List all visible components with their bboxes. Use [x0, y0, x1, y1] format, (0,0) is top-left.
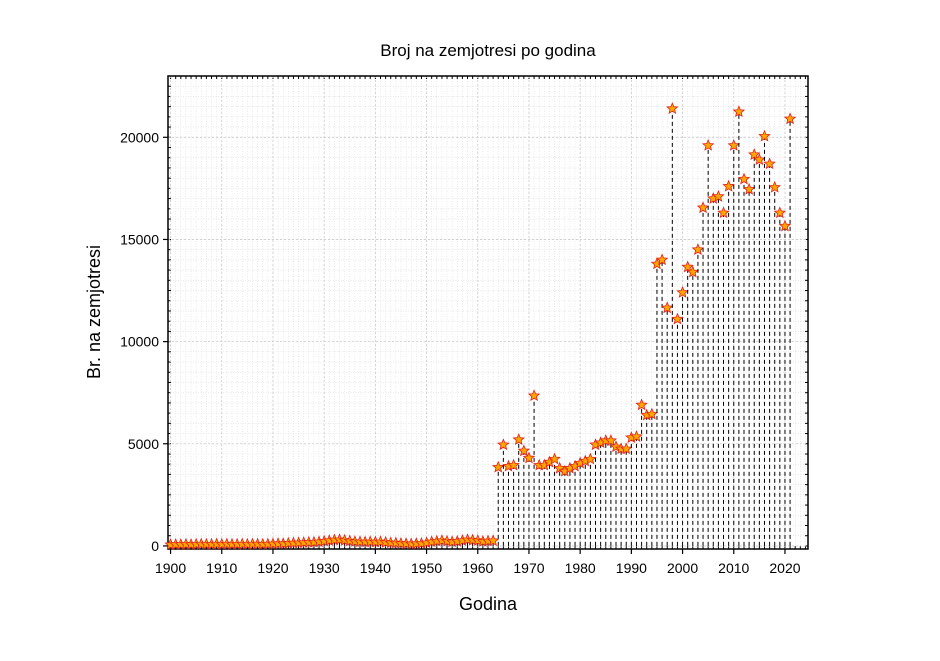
star-marker — [512, 433, 525, 445]
star-marker — [507, 458, 520, 471]
x-tick-label: 1990 — [616, 560, 647, 576]
star-marker — [701, 138, 715, 151]
plot-area — [168, 76, 808, 549]
x-tick-label: 1950 — [411, 560, 442, 576]
x-tick-label: 2020 — [769, 560, 800, 576]
star-marker — [497, 438, 510, 451]
star-marker — [486, 534, 500, 547]
x-tick-label: 1980 — [565, 560, 596, 576]
star-marker — [604, 434, 618, 447]
star-marker — [635, 398, 648, 411]
star-marker — [742, 182, 756, 195]
star-marker — [768, 180, 781, 193]
x-axis-label: Godina — [459, 594, 518, 614]
star-marker — [691, 243, 705, 255]
x-tick-label: 1960 — [462, 560, 493, 576]
star-marker — [492, 460, 505, 473]
star-marker — [522, 451, 536, 464]
star-marker — [517, 444, 531, 457]
star-marker — [548, 452, 561, 465]
star-marker — [660, 301, 674, 314]
star-marker — [783, 112, 797, 125]
star-marker — [717, 206, 730, 219]
star-marker — [727, 138, 740, 151]
star-marker — [712, 190, 725, 202]
star-marker — [584, 452, 597, 465]
star-marker — [763, 157, 776, 170]
star-marker — [737, 172, 751, 185]
star-marker — [527, 389, 541, 402]
star-marker — [686, 265, 700, 278]
x-tick-label: 1900 — [155, 560, 186, 576]
star-marker — [620, 442, 633, 455]
chart-title: Broj na zemjotresi po godina — [380, 41, 596, 60]
x-tick-label: 1920 — [257, 560, 288, 576]
star-marker — [748, 148, 761, 160]
star-marker — [758, 129, 771, 142]
y-tick-label: 10000 — [120, 334, 159, 350]
y-tick-label: 15000 — [120, 231, 159, 247]
star-marker — [722, 179, 735, 192]
x-tick-label: 1940 — [360, 560, 391, 576]
star-marker — [666, 102, 679, 114]
x-tick-label: 1970 — [513, 560, 544, 576]
star-marker — [778, 219, 792, 232]
star-marker — [645, 407, 659, 420]
y-axis-label: Br. na zemjotresi — [84, 245, 104, 379]
x-tick-label: 1930 — [309, 560, 340, 576]
star-marker — [753, 153, 766, 166]
star-marker — [696, 201, 710, 214]
y-tick-label: 5000 — [128, 436, 159, 452]
star-marker — [676, 286, 689, 298]
x-tick-label: 1910 — [206, 560, 237, 576]
x-tick-label: 2000 — [667, 560, 698, 576]
star-marker — [655, 253, 669, 266]
y-tick-label: 0 — [151, 538, 159, 554]
star-marker — [681, 260, 694, 273]
star-marker — [732, 105, 746, 118]
plot-frame — [167, 75, 809, 550]
y-tick-label: 20000 — [120, 129, 159, 145]
star-marker — [630, 430, 643, 442]
star-marker — [671, 312, 684, 325]
star-marker — [773, 206, 787, 219]
x-tick-label: 2010 — [718, 560, 749, 576]
